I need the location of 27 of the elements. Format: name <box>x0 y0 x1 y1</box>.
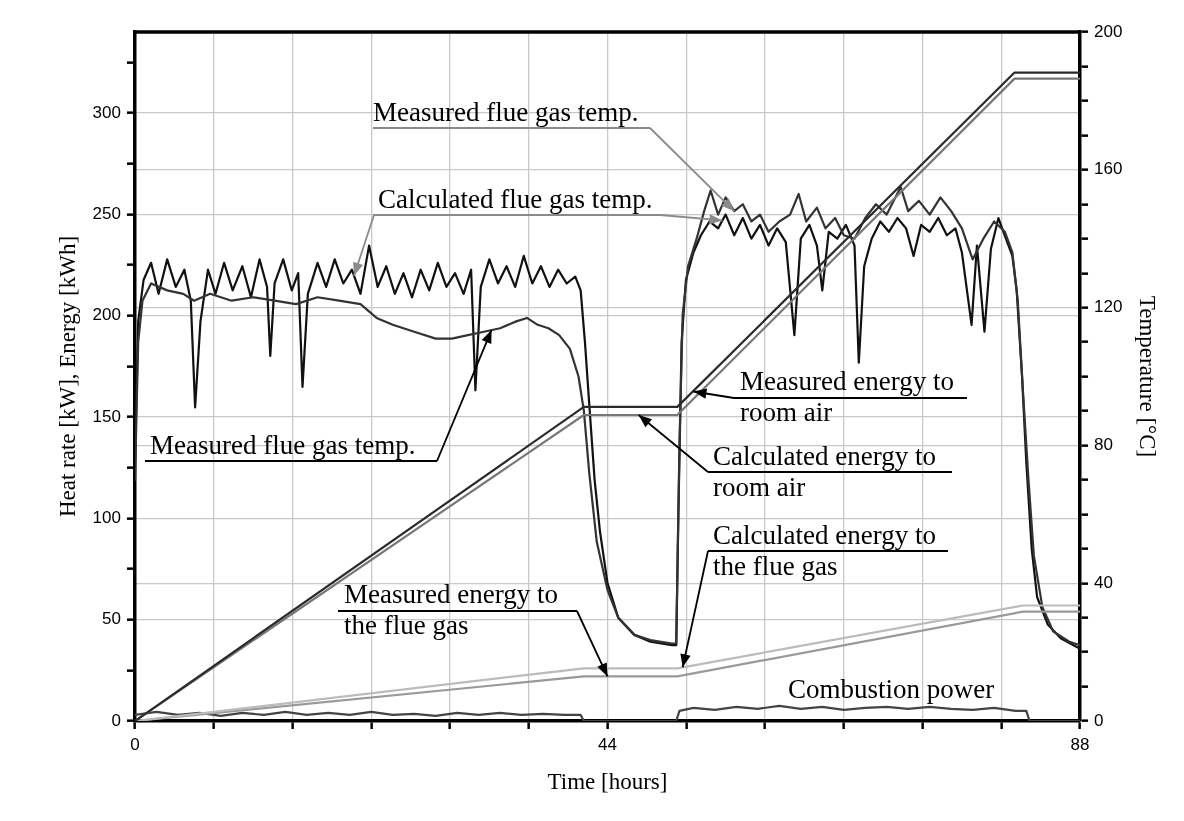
annotation: Calculated energy to the flue gas <box>713 520 936 581</box>
y2-axis-title: Temperature [°C] <box>1135 295 1161 458</box>
y-tick-label: 200 <box>92 305 121 325</box>
y-tick-label: 50 <box>102 609 121 629</box>
annotation: Measured flue gas temp. <box>373 97 639 127</box>
y-tick-label: 100 <box>92 508 121 528</box>
y2-tick-label: 80 <box>1094 435 1113 455</box>
y-tick-label: 250 <box>92 204 121 224</box>
x-tick-label: 88 <box>1070 734 1090 754</box>
y-tick-label: 150 <box>92 406 121 426</box>
y2-tick-label: 40 <box>1094 572 1113 592</box>
y-tick-label: 0 <box>111 710 121 730</box>
y2-tick-label: 160 <box>1094 159 1123 179</box>
annotation: Measured energy to room air <box>740 366 954 427</box>
y2-tick-label: 120 <box>1094 297 1123 317</box>
y-tick-label: 300 <box>92 102 121 122</box>
annotation: Combustion power <box>788 674 995 704</box>
y-axis-title: Heat rate [kW], Energy [kWh] <box>54 235 80 518</box>
x-tick-label: 0 <box>130 734 140 754</box>
x-tick-label: 44 <box>598 734 617 754</box>
x-axis-title: Time [hours] <box>547 769 668 795</box>
y2-tick-label: 200 <box>1094 21 1123 41</box>
annotation: Calculated flue gas temp. <box>378 184 653 214</box>
y2-tick-label: 0 <box>1094 710 1104 730</box>
annotation: Measured flue gas temp. <box>150 430 416 460</box>
annotation: Calculated energy to room air <box>713 441 936 502</box>
annotation: Measured energy to the flue gas <box>344 579 558 640</box>
